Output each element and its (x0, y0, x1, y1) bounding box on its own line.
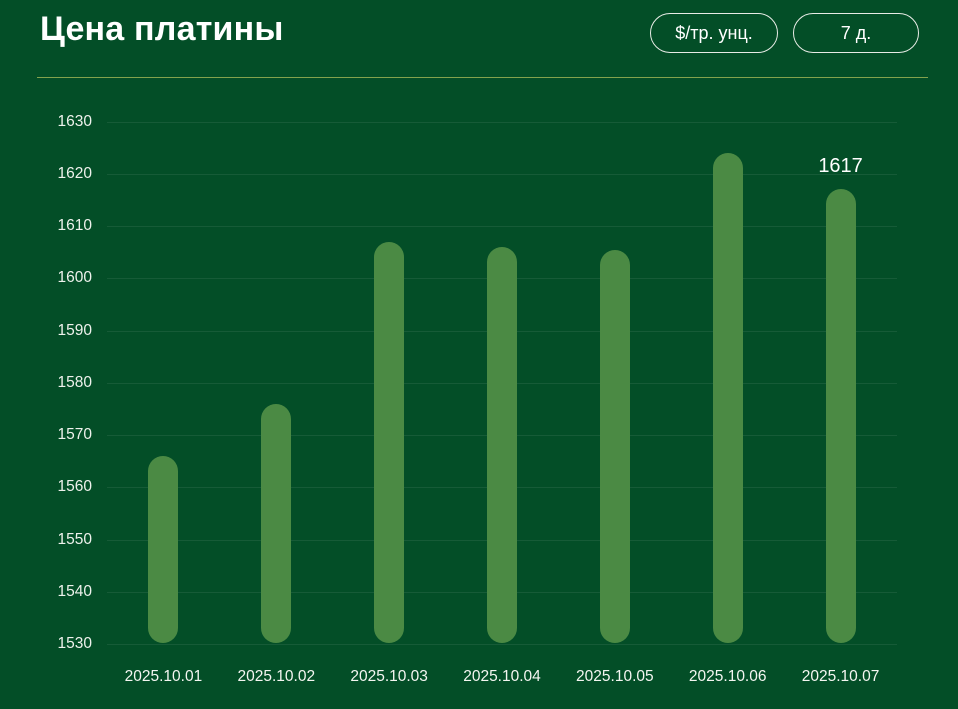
chart-bar-2025.10.07[interactable] (825, 189, 856, 643)
gridline (107, 173, 897, 175)
x-axis-tick-label: 2025.10.02 (237, 668, 316, 685)
gridline (107, 226, 897, 227)
x-axis-tick-label: 2025.10.06 (688, 668, 767, 685)
chart-bar-2025.10.02[interactable] (261, 403, 292, 643)
chart-bar-2025.10.06[interactable] (712, 152, 743, 643)
y-axis-tick-label: 1620 (57, 164, 92, 182)
y-axis-tick-label: 1540 (57, 582, 92, 600)
chart-bar-2025.10.05[interactable] (599, 249, 630, 643)
x-axis-tick-label: 2025.10.03 (350, 668, 428, 685)
chart-bar-2025.10.04[interactable] (487, 246, 517, 643)
y-axis-tick-label: 1550 (57, 530, 92, 548)
header-controls: $/тр. унц. 7 д. (650, 13, 919, 53)
period-toggle-button[interactable]: 7 д. (793, 13, 919, 53)
y-axis-tick-label: 1530 (57, 635, 92, 652)
y-axis-tick-label: 1570 (57, 426, 92, 443)
y-axis-tick-label: 1560 (57, 478, 92, 496)
x-axis-tick-label: 2025.10.05 (576, 668, 654, 685)
header-divider (37, 77, 928, 78)
x-axis-tick-label: 2025.10.07 (801, 668, 880, 685)
y-axis-tick-label: 1630 (57, 112, 92, 130)
unit-toggle-button[interactable]: $/тр. унц. (650, 13, 778, 53)
y-axis-tick-label: 1590 (57, 321, 92, 339)
y-axis-tick-label: 1610 (57, 217, 92, 234)
y-axis-tick-label: 1600 (57, 269, 92, 287)
x-axis-tick-label: 2025.10.04 (463, 668, 541, 685)
last-value-label: 1617 (818, 155, 863, 178)
y-axis-tick-label: 1580 (57, 373, 92, 391)
gridline (107, 644, 897, 645)
gridline (107, 121, 897, 123)
x-axis-tick-label: 2025.10.01 (124, 668, 203, 685)
chart-bar-2025.10.03[interactable] (374, 241, 405, 643)
chart-bar-2025.10.01[interactable] (148, 455, 179, 643)
page-title: Цена платины (40, 10, 284, 48)
